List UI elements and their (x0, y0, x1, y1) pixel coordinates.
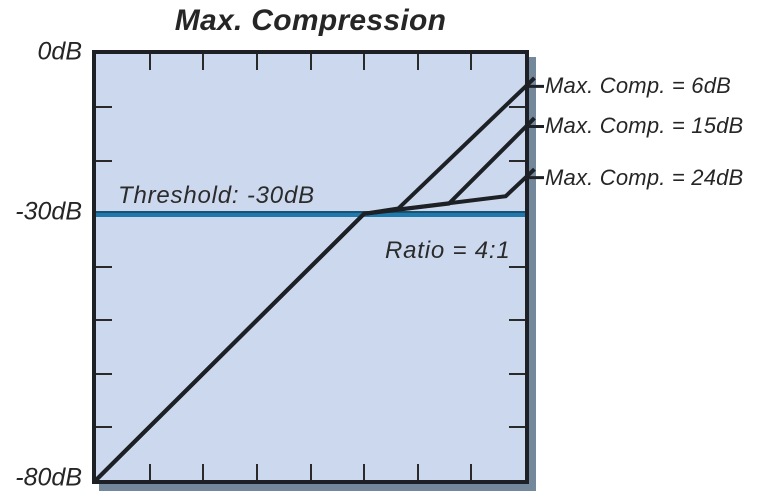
tick-mark (470, 54, 473, 70)
ratio-annotation: Ratio = 4:1 (385, 237, 511, 264)
tick-mark (148, 54, 151, 70)
tick-mark (148, 464, 151, 480)
tick-mark (255, 464, 258, 480)
y-axis-label-minus80db: -80dB (15, 463, 82, 492)
threshold-annotation: Threshold: -30dB (118, 182, 315, 209)
tick-mark (509, 425, 525, 428)
max-comp-6db-label: Max. Comp. = 6dB (545, 73, 731, 99)
tick-mark (416, 464, 419, 480)
y-axis-label-0db: 0dB (37, 37, 82, 66)
chart-title: Max. Compression (174, 4, 447, 37)
tick-mark (363, 54, 366, 70)
tick-mark (509, 106, 525, 109)
tick-mark (202, 54, 205, 70)
tick-mark (309, 464, 312, 480)
tick-mark (309, 54, 312, 70)
y-axis-label-minus30db: -30dB (15, 197, 82, 226)
tick-mark (96, 159, 112, 162)
tick-mark (509, 159, 525, 162)
plot-area: Threshold: -30dB Ratio = 4:1 (92, 50, 529, 484)
tick-mark (363, 464, 366, 480)
threshold-line (96, 210, 525, 217)
tick-mark (202, 464, 205, 480)
tick-mark (255, 54, 258, 70)
tick-mark (96, 319, 112, 322)
tick-mark (96, 266, 112, 268)
max-comp-24db-label: Max. Comp. = 24dB (545, 164, 744, 190)
tick-mark (509, 372, 525, 375)
tick-mark (416, 54, 419, 70)
max-comp-15db-label: Max. Comp. = 15dB (545, 113, 744, 139)
tick-mark (96, 425, 112, 428)
tick-mark (509, 319, 525, 322)
tick-mark (509, 266, 525, 268)
tick-mark (96, 372, 112, 375)
tick-mark (96, 106, 112, 109)
tick-mark (470, 464, 473, 480)
